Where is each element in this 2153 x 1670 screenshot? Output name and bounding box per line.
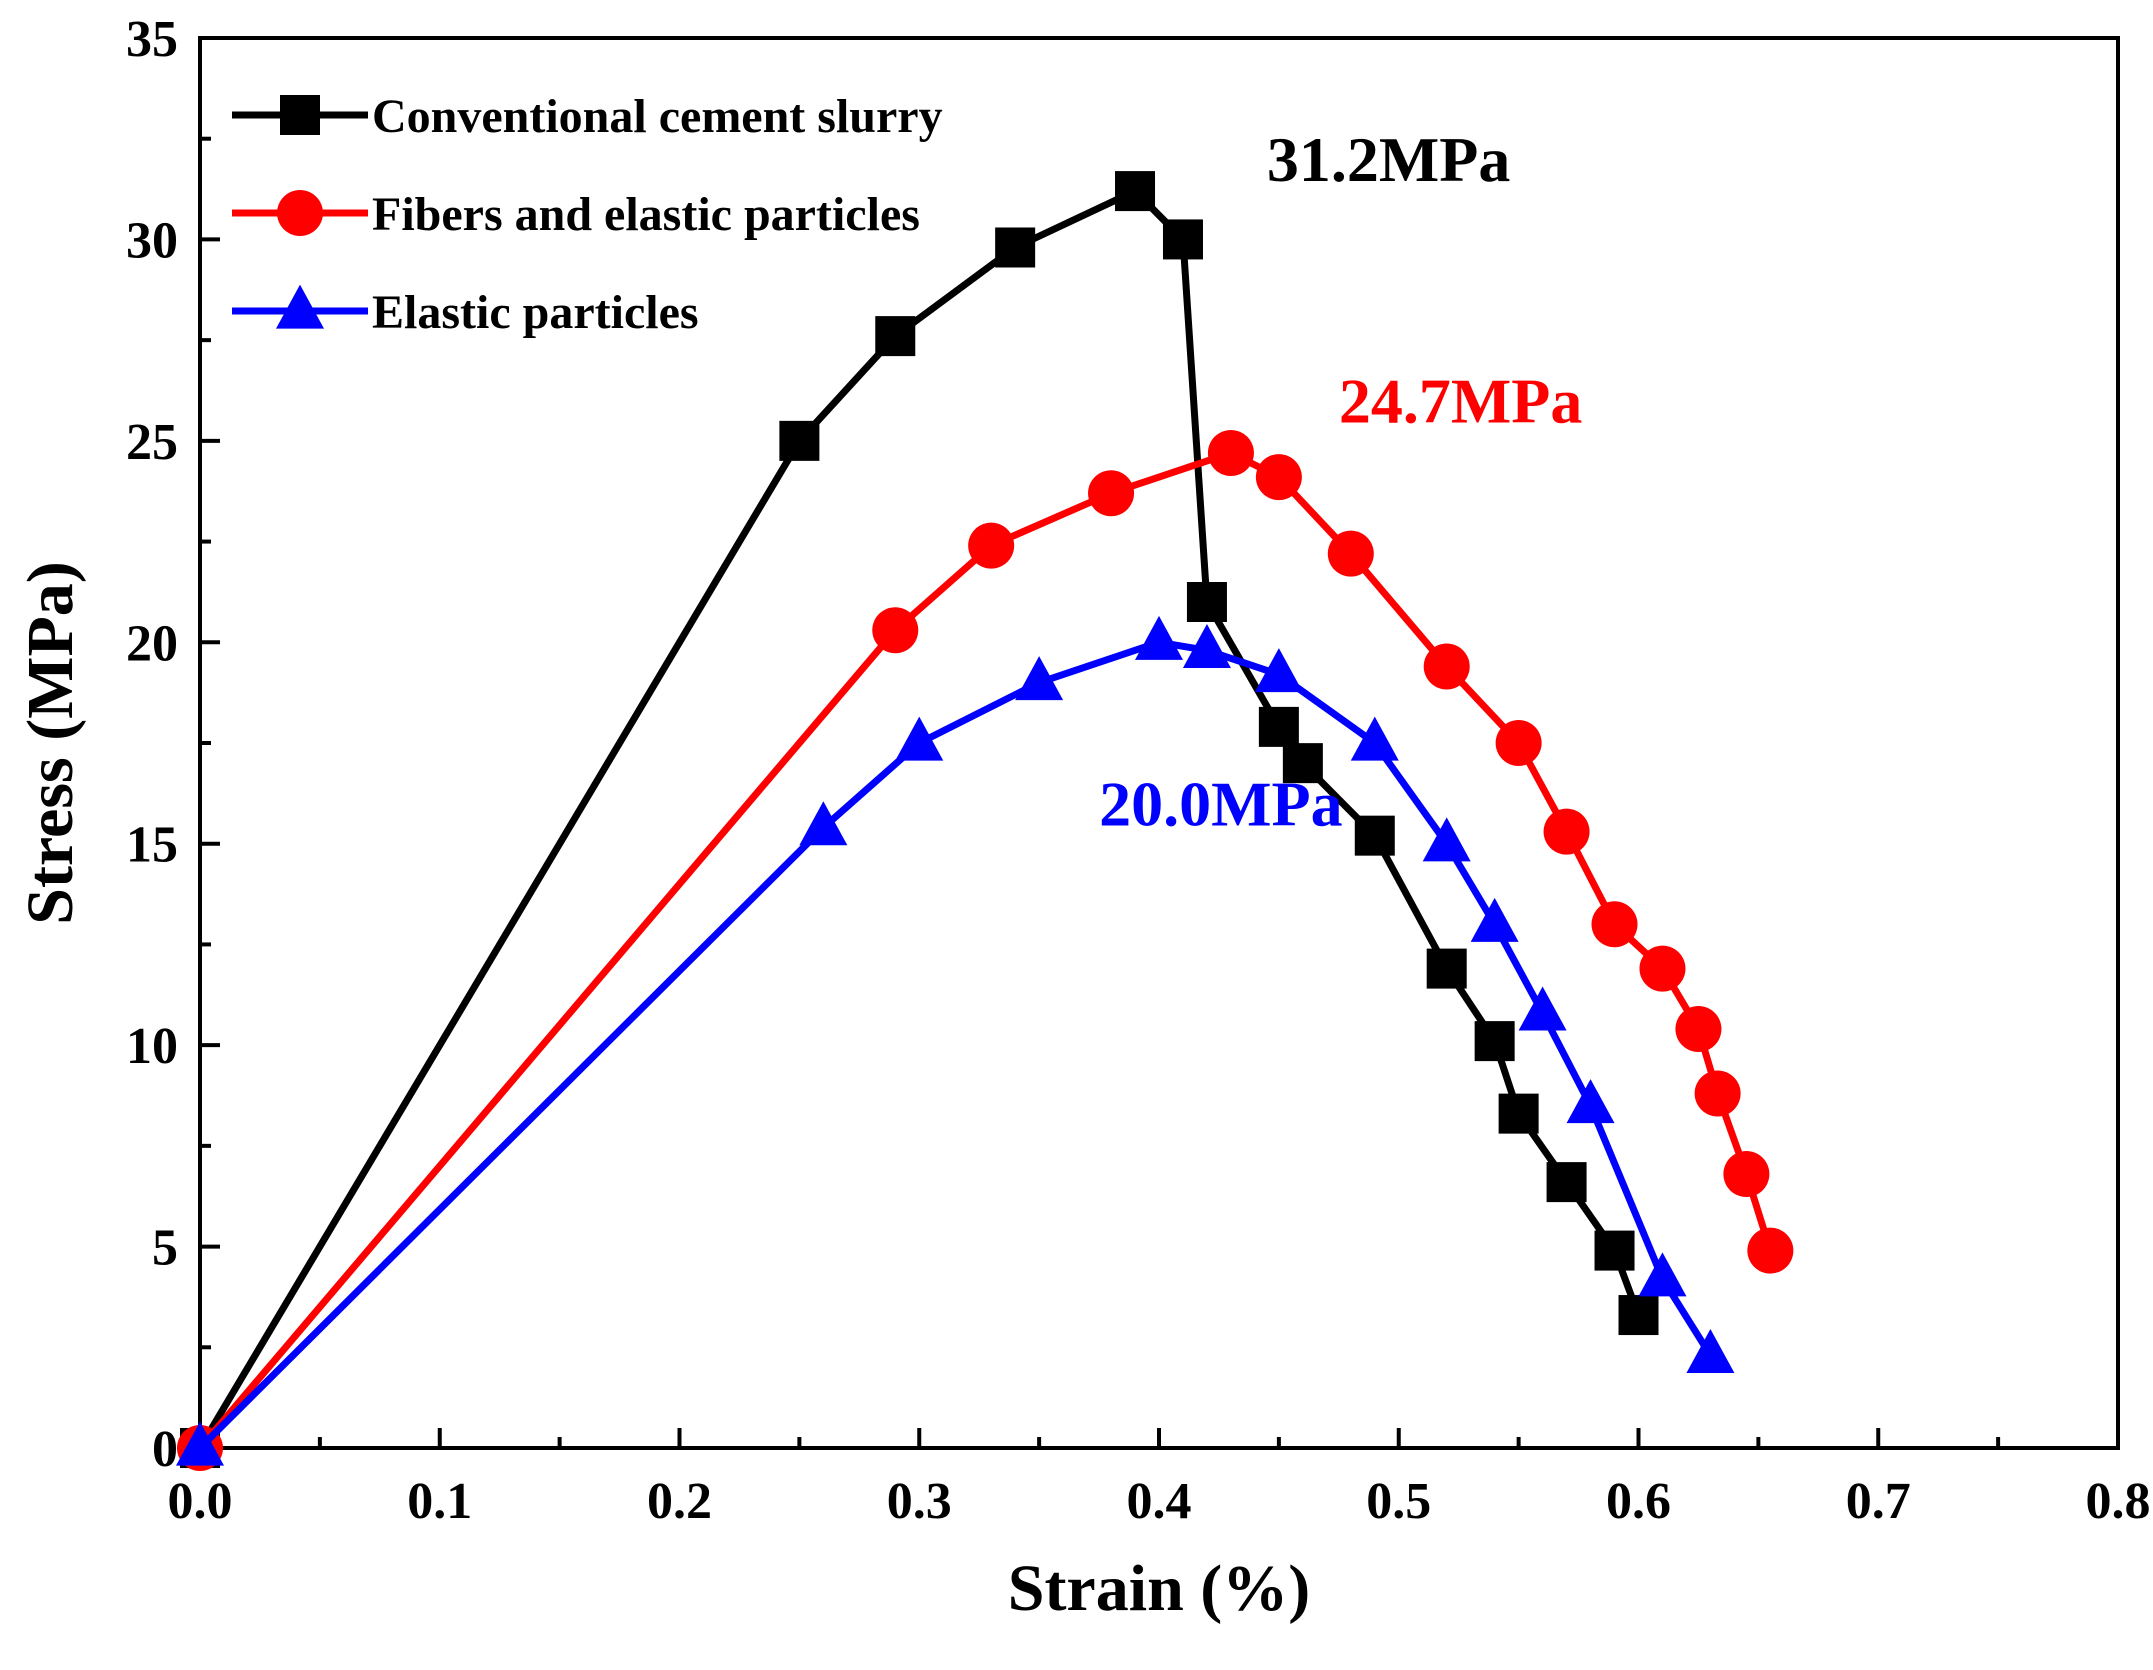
data-point [1639,945,1686,992]
data-point [1254,648,1303,693]
data-point [1470,897,1519,942]
legend-label: Conventional cement slurry [372,90,943,143]
data-point [872,607,919,654]
data-point [1015,656,1064,701]
x-tick-label: 0.3 [887,1473,952,1530]
data-point [779,420,820,461]
data-point [1638,1252,1687,1297]
peak-annotation: 24.7MPa [1339,366,1583,437]
plot-frame [198,36,2120,1450]
x-tick-label: 0.2 [647,1473,712,1530]
data-point [1182,623,1231,668]
annotations: 31.2MPa 24.7MPa 20.0MPa [1099,124,1582,840]
x-tick-label: 0.7 [1846,1473,1911,1530]
series-layer [176,171,1794,1471]
y-tick-label: 20 [126,615,178,672]
axis-ticks [198,36,2120,1450]
data-point [799,801,848,846]
series-1 [177,429,1794,1471]
data-point [968,522,1015,569]
data-point [1694,1070,1741,1117]
series-line [197,449,1774,1451]
series-line [197,638,1714,1451]
legend-label: Fibers and elastic particles [372,188,920,241]
y-tick-label: 15 [126,817,178,874]
x-tick-label: 0.6 [1606,1473,1671,1530]
data-point [1327,530,1374,577]
x-axis-label: Strain (%) [1008,1552,1310,1625]
x-tick-label: 0.0 [168,1473,233,1530]
data-point [1350,716,1399,761]
x-tick-label: 0.1 [407,1473,472,1530]
data-point [895,716,944,761]
peak-annotation: 20.0MPa [1099,768,1343,839]
legend-item: Fibers and elastic particles [232,188,920,241]
y-tick-labels: 0 5 10 15 20 25 30 35 [126,11,178,1478]
data-point [1543,808,1590,855]
x-tick-labels: 0.0 0.1 0.2 0.3 0.4 0.5 0.6 0.7 0.8 [168,1473,2151,1530]
data-point [1566,1079,1615,1124]
y-tick-label: 25 [126,414,178,471]
y-tick-label: 10 [126,1018,178,1075]
data-point [1723,1151,1770,1198]
data-point [176,1421,224,1466]
series-0 [180,171,1659,1468]
data-point [1686,1328,1735,1373]
data-point [1675,1006,1722,1053]
legend-item: Conventional cement slurry [232,90,943,143]
peak-annotation: 31.2MPa [1267,124,1511,195]
data-point [1207,429,1254,476]
data-point [1518,986,1567,1031]
data-point [995,227,1036,268]
y-tick-label: 35 [126,11,178,68]
data-point [1258,706,1299,747]
legend-label: Elastic particles [372,286,699,339]
y-tick-label: 30 [126,212,178,269]
data-point [1088,470,1135,517]
data-point [1282,743,1323,784]
data-point [1495,720,1542,766]
data-point [1498,1093,1539,1134]
legend-marker [280,95,320,135]
data-point [1747,1227,1794,1274]
x-tick-label: 0.4 [1127,1473,1192,1530]
data-point [1422,817,1471,862]
y-tick-label: 5 [152,1220,178,1277]
data-point [1474,1021,1515,1062]
data-point [1618,1295,1659,1336]
legend-marker [277,190,323,236]
data-point [1594,1230,1635,1271]
data-point [1354,815,1395,856]
data-point [1115,171,1156,212]
data-point [1135,615,1183,660]
x-tick-label: 0.8 [2086,1473,2151,1530]
data-point [1591,901,1638,948]
data-point [1423,643,1470,690]
legend-item: Elastic particles [232,284,699,339]
data-point [1546,1162,1587,1203]
series-2 [176,615,1735,1466]
y-tick-label: 0 [152,1421,178,1478]
data-point [1255,454,1302,501]
data-point [1426,948,1467,989]
legend: Conventional cement slurry Fibers and ela… [232,90,943,339]
y-axis-label: Stress (MPa) [14,561,87,925]
x-tick-label: 0.5 [1366,1473,1431,1530]
data-point [1162,219,1203,260]
data-point [1186,582,1227,622]
data-point [875,316,916,357]
legend-marker [276,284,324,329]
